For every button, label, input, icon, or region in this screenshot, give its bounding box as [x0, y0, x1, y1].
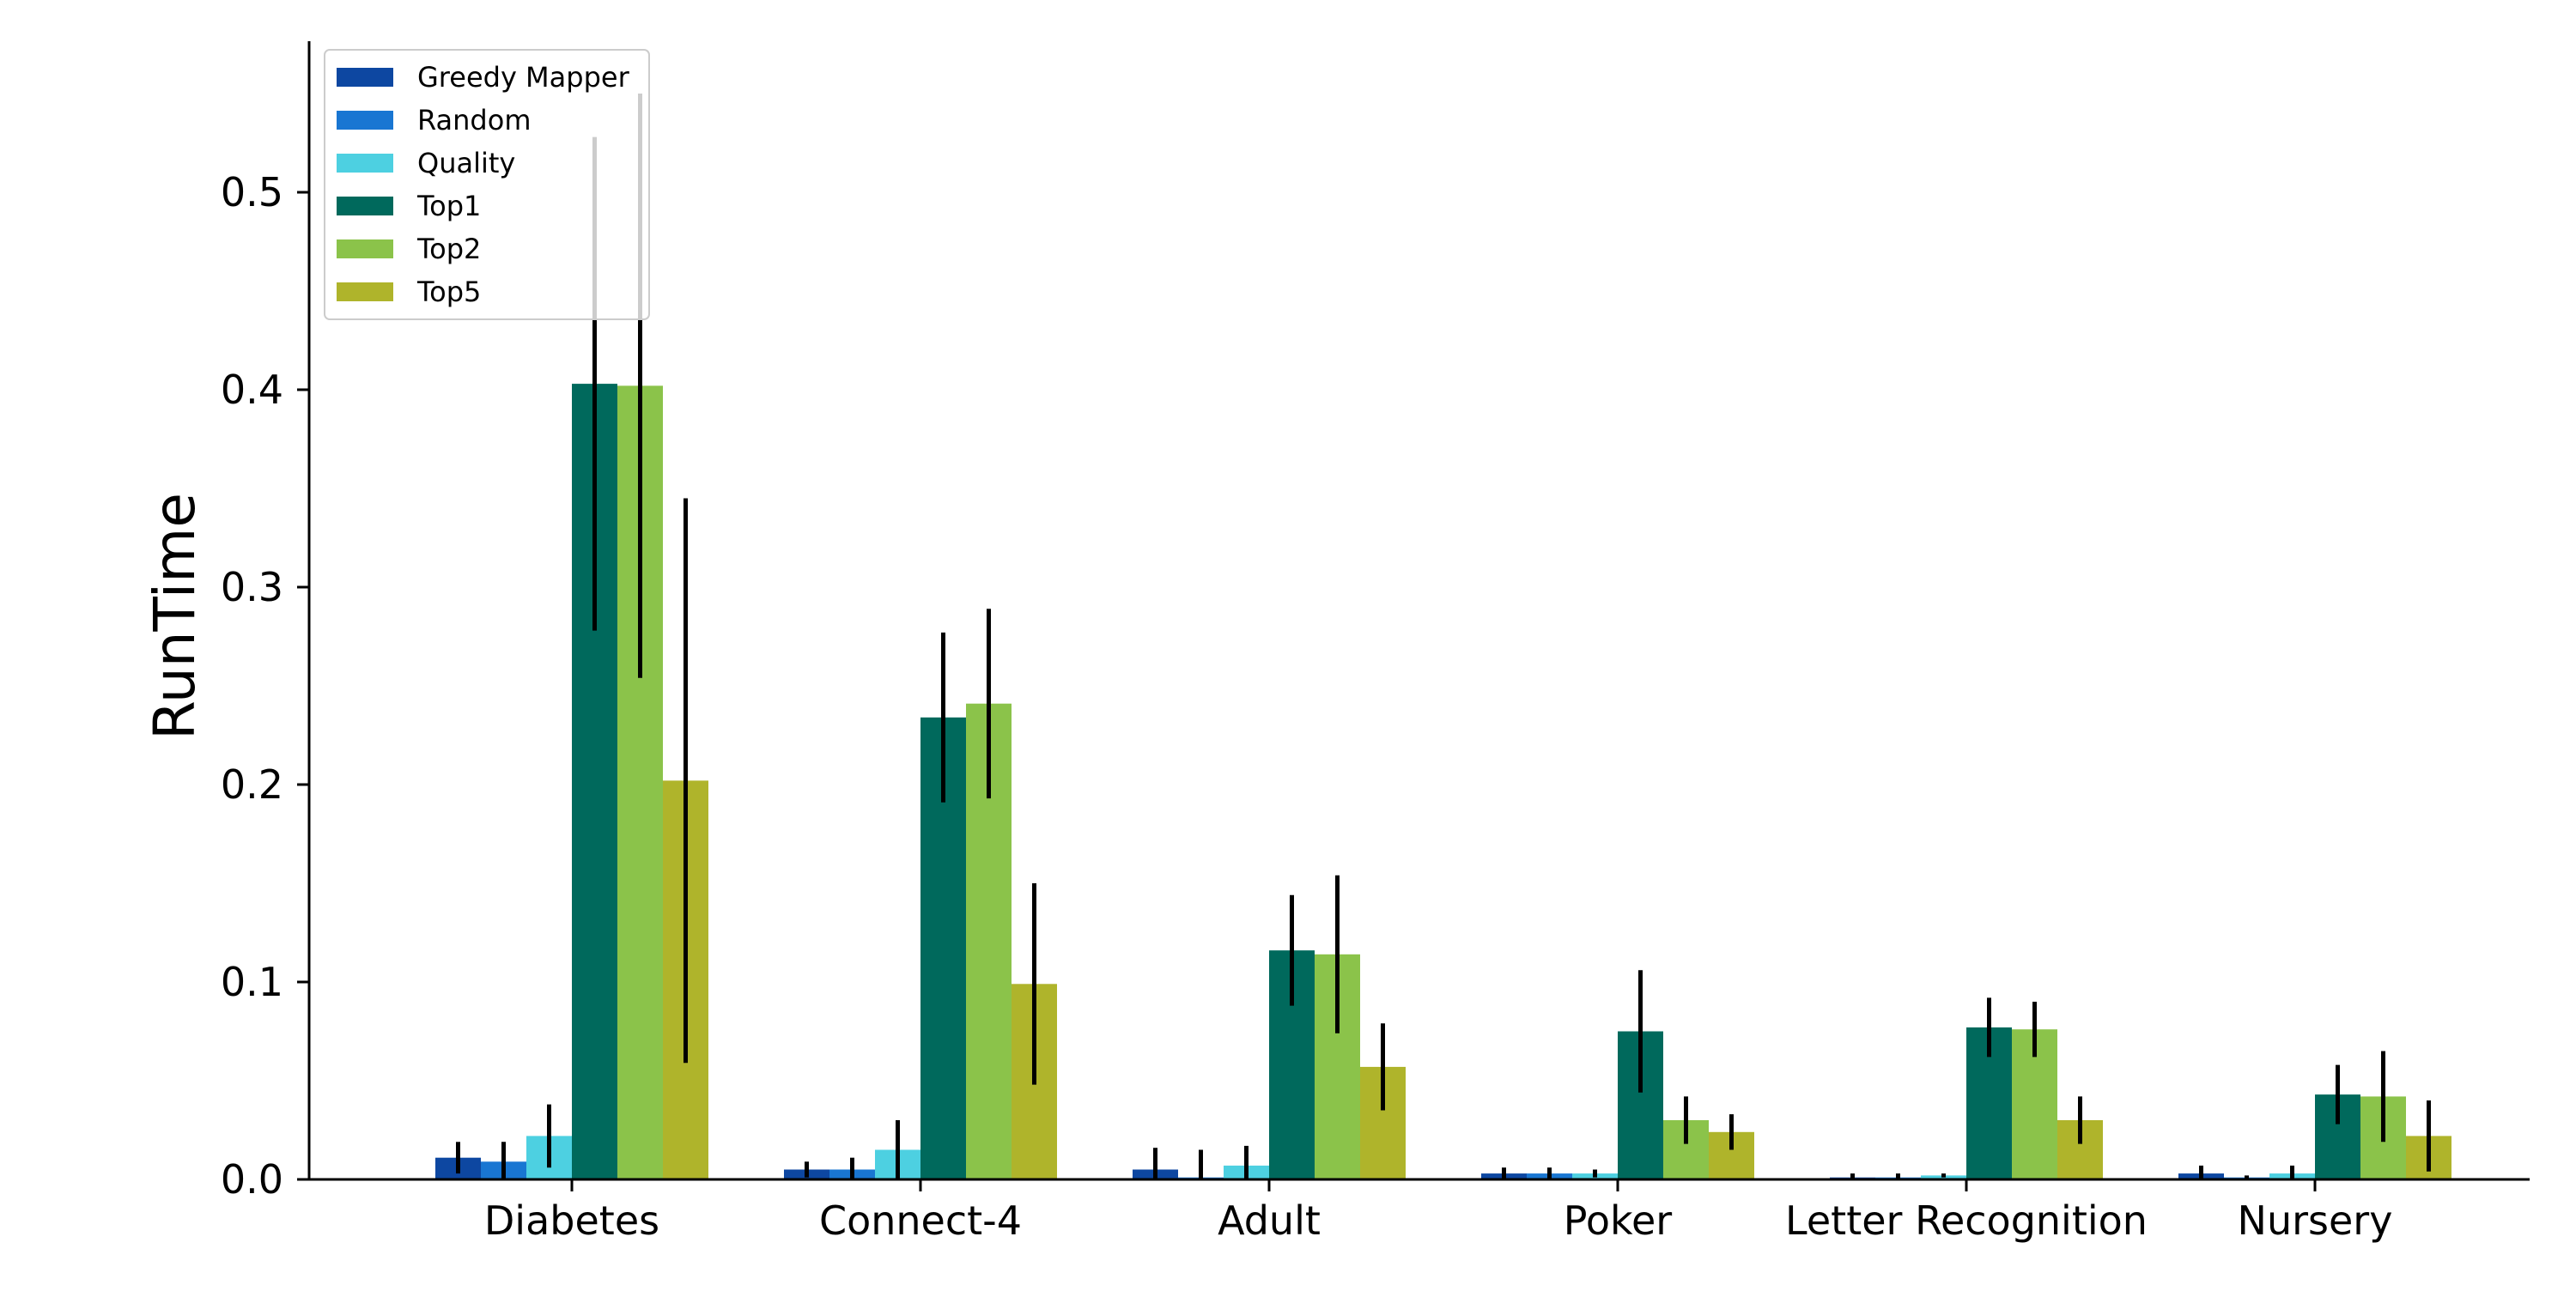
y-tick-label: 0.0: [221, 1156, 283, 1203]
y-tick-label: 0.1: [221, 959, 283, 1005]
x-tick-label-poker: Poker: [1564, 1197, 1673, 1244]
legend-swatch-top2: [337, 239, 393, 258]
legend-frame: [324, 49, 650, 320]
legend-label-quality: Quality: [417, 147, 515, 179]
legend-swatch-top5: [337, 282, 393, 301]
y-tick-label: 0.4: [221, 367, 283, 413]
legend-label-top2: Top2: [416, 233, 481, 265]
x-tick-label-nursery: Nursery: [2238, 1197, 2393, 1244]
axes-layer: [307, 41, 2530, 1181]
x-tick-label-adult: Adult: [1218, 1197, 1321, 1244]
bars-layer: [435, 384, 2451, 1180]
y-tick-label: 0.2: [221, 761, 283, 808]
y-ticks-layer: 0.0 0.1 0.2 0.3 0.4 0.5: [221, 169, 309, 1203]
legend-entries: Greedy Mapper Random Quality Top1 Top2 Top5: [337, 61, 630, 308]
x-tick-label-diabetes: Diabetes: [484, 1197, 659, 1244]
x-tick-label-letter-recognition: Letter Recognition: [1785, 1197, 2148, 1244]
legend-swatch-top1: [337, 197, 393, 215]
legend-label-greedy-mapper: Greedy Mapper: [417, 61, 630, 94]
legend-swatch-greedy-mapper: [337, 68, 393, 87]
legend-swatch-quality: [337, 154, 393, 173]
y-tick-label: 0.5: [221, 169, 283, 215]
legend: Greedy Mapper Random Quality Top1 Top2 Top5: [324, 49, 650, 320]
error-bars-layer: [456, 94, 2431, 1179]
legend-label-top1: Top1: [416, 190, 481, 222]
legend-label-random: Random: [417, 104, 531, 136]
legend-label-top5: Top5: [416, 276, 481, 308]
y-axis-title: RunTime: [142, 493, 208, 740]
x-ticks-layer: Diabetes Connect-4 Adult Poker Letter Recogn…: [484, 1179, 2393, 1244]
y-tick-label: 0.3: [221, 564, 283, 610]
x-tick-label-connect-4: Connect-4: [819, 1197, 1022, 1244]
legend-swatch-random: [337, 111, 393, 130]
